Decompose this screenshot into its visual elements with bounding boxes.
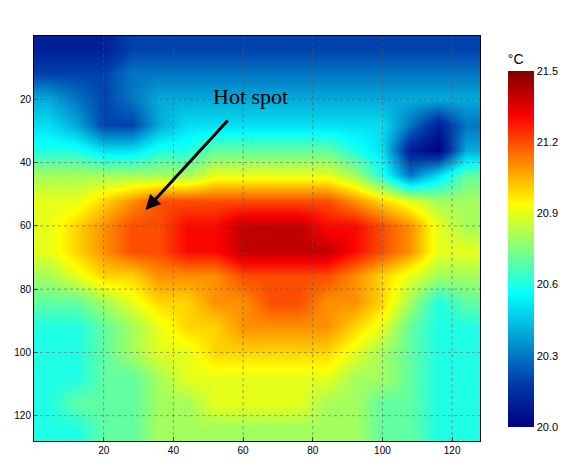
svg-text:60: 60 [20, 220, 32, 231]
svg-text:20.0: 20.0 [537, 421, 558, 433]
svg-text:80: 80 [20, 284, 32, 295]
svg-text:40: 40 [168, 445, 180, 456]
svg-text:100: 100 [374, 445, 391, 456]
svg-text:21.5: 21.5 [537, 65, 558, 77]
svg-text:60: 60 [237, 445, 249, 456]
svg-text:120: 120 [444, 445, 461, 456]
svg-text:20.9: 20.9 [537, 207, 558, 219]
svg-text:20: 20 [98, 445, 110, 456]
svg-text:°C: °C [508, 51, 524, 67]
svg-text:100: 100 [14, 347, 31, 358]
svg-text:20: 20 [20, 94, 32, 105]
svg-text:20.3: 20.3 [537, 350, 558, 362]
svg-text:21.2: 21.2 [537, 136, 558, 148]
svg-text:Hot spot: Hot spot [213, 84, 288, 109]
svg-text:20.6: 20.6 [537, 278, 558, 290]
svg-text:120: 120 [14, 410, 31, 421]
svg-text:80: 80 [307, 445, 319, 456]
svg-text:40: 40 [20, 157, 32, 168]
